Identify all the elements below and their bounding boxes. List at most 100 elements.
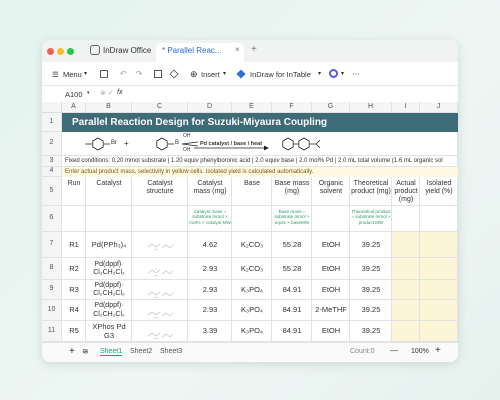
cell[interactable] [62,206,86,232]
column-header[interactable]: B [86,102,132,113]
plugin-button[interactable]: InDraw for InTable [250,70,311,79]
zoom-in[interactable]: + [435,345,441,356]
cell-value[interactable]: 39.25 [361,326,381,336]
cell[interactable] [232,280,272,300]
cell[interactable] [62,132,458,156]
row-header[interactable]: 7 [42,232,62,258]
cell-value[interactable]: 3.39 [202,326,218,336]
menu-icon[interactable]: ☰ [52,70,59,79]
cell-value[interactable]: K₂CO₃ [240,263,264,273]
cell-value[interactable]: 39.25 [361,284,381,294]
instructions[interactable]: Enter actual product mass, selectivity i… [62,167,458,177]
cell[interactable] [86,280,132,300]
cell-value[interactable]: K₃PO₄ [241,305,263,315]
cell-value[interactable]: R5 [69,326,79,336]
cell[interactable] [272,232,312,258]
insert-icon[interactable]: ⊕ [190,69,198,79]
cell-value[interactable]: EtOH [321,284,341,294]
cell[interactable] [132,206,188,232]
cell[interactable] [188,321,232,342]
cell[interactable] [392,300,420,321]
cell[interactable] [62,177,86,206]
row-header[interactable]: 9 [42,280,62,300]
sheet-list-icon[interactable]: ≋ [82,347,89,356]
cell-value[interactable]: XPhos Pd G3 [92,321,126,340]
undo-icon[interactable]: ↶ [120,69,127,78]
cell[interactable] [232,177,272,206]
cell-value[interactable]: K₃PO₄ [241,326,263,336]
cell[interactable] [62,280,86,300]
cell[interactable] [272,280,312,300]
cell-value[interactable]: K₃PO₄ [241,284,263,294]
tab-title[interactable]: * Parallel Reac... [162,46,222,55]
cell-value[interactable]: 2.93 [202,263,218,273]
zoom-out[interactable]: — [390,346,398,355]
row-header[interactable]: 4 [42,167,62,177]
cell[interactable] [392,232,420,258]
cell[interactable] [272,258,312,280]
row-header[interactable]: 2 [42,132,62,156]
cell[interactable] [86,321,132,342]
column-header[interactable]: D [188,102,232,113]
cell-value[interactable]: 84.91 [282,305,302,315]
cell-value[interactable]: 84.91 [282,284,302,294]
cell-value[interactable]: R2 [69,263,79,273]
cell[interactable] [62,156,458,167]
sheet-tab[interactable]: Sheet3 [160,348,183,355]
cell-value[interactable]: 84.91 [282,326,302,336]
active-tab[interactable] [156,43,244,62]
cell[interactable] [350,206,392,232]
cell[interactable] [132,232,188,258]
cell[interactable] [392,177,420,206]
cell[interactable] [392,206,420,232]
cell[interactable] [350,232,392,258]
cell[interactable] [312,300,350,321]
menu-button[interactable]: Menu [63,70,82,79]
cell-value[interactable]: 4.62 [202,239,218,249]
cell-value[interactable]: K₂CO₃ [240,239,264,249]
cell[interactable] [188,258,232,280]
cell[interactable] [420,321,458,342]
add-sheet[interactable]: + [69,346,75,357]
cell[interactable] [312,177,350,206]
cell[interactable] [272,321,312,342]
column-header[interactable]: I [392,102,420,113]
cell[interactable] [86,258,132,280]
cell[interactable] [86,206,132,232]
cell[interactable] [272,206,312,232]
cell-value[interactable]: R3 [69,284,79,294]
cell[interactable] [86,300,132,321]
cell[interactable] [132,300,188,321]
cell-value[interactable]: EtOH [321,239,341,249]
cell[interactable] [86,177,132,206]
cell-value[interactable]: 2-MeTHF [315,305,347,315]
cell[interactable] [312,206,350,232]
cell[interactable] [272,177,312,206]
cell-value[interactable]: 55.28 [282,263,302,273]
cell[interactable] [188,232,232,258]
cell[interactable] [392,280,420,300]
cell-value[interactable]: R4 [69,305,79,315]
close-button[interactable] [47,48,54,55]
cell[interactable] [420,206,458,232]
row-header[interactable]: 1 [42,113,62,132]
more-icon[interactable]: ⋯ [352,69,360,78]
cell-value[interactable]: 2.93 [202,305,218,315]
cell[interactable] [188,177,232,206]
cell-value[interactable]: EtOH [321,326,341,336]
cell[interactable] [350,280,392,300]
cell[interactable] [132,177,188,206]
cell[interactable] [392,321,420,342]
format-icon[interactable] [154,70,162,78]
cell[interactable] [232,232,272,258]
insert-button[interactable]: Insert [201,70,220,79]
cell[interactable] [62,300,86,321]
cell[interactable] [420,177,458,206]
cell[interactable] [420,232,458,258]
column-header[interactable]: E [232,102,272,113]
cell-reference[interactable]: A100 [65,90,83,99]
tab-close[interactable]: × [235,45,240,54]
cell[interactable] [132,321,188,342]
cell[interactable] [312,321,350,342]
cell[interactable] [188,280,232,300]
